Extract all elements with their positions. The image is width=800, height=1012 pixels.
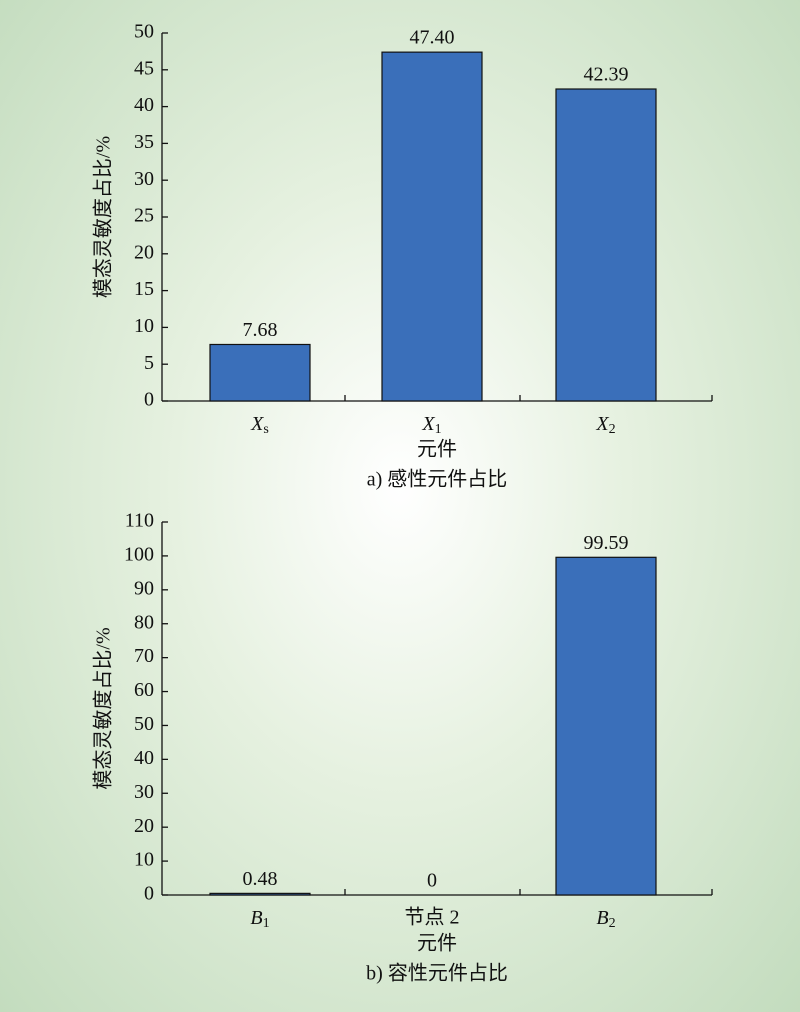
bar (555, 556, 657, 896)
x-axis-label: 元件 (417, 438, 457, 461)
y-tick-label: 100 (124, 544, 154, 566)
y-tick-label: 10 (134, 315, 154, 337)
value-label: 7.68 (243, 319, 278, 341)
x-tick-label: B1 (250, 907, 269, 932)
y-tick-label: 0 (144, 389, 154, 411)
bar (381, 51, 483, 402)
y-tick-label: 90 (134, 577, 154, 599)
x-tick-label: X1 (421, 413, 441, 438)
x-tick-label: Xs (250, 413, 269, 438)
y-tick-label: 50 (134, 21, 154, 43)
y-tick-label: 30 (134, 168, 154, 190)
y-tick-label: 15 (134, 278, 154, 300)
bar (209, 343, 311, 402)
y-tick-label: 35 (134, 131, 154, 153)
y-tick-label: 80 (134, 611, 154, 633)
x-tick-label: B2 (596, 907, 615, 932)
y-tick-label: 70 (134, 645, 154, 667)
bar (209, 892, 311, 896)
y-tick-label: 40 (134, 94, 154, 116)
y-tick-label: 50 (134, 713, 154, 735)
y-axis-label: 模态灵敏度占比/% (92, 136, 115, 298)
value-label: 47.40 (410, 27, 455, 49)
y-tick-label: 40 (134, 747, 154, 769)
chart-title: b) 容性元件占比 (366, 962, 508, 985)
value-label: 42.39 (584, 64, 629, 86)
y-axis-label: 模态灵敏度占比/% (92, 627, 115, 789)
y-tick-label: 110 (125, 510, 154, 532)
y-tick-label: 20 (134, 241, 154, 263)
y-tick-label: 60 (134, 679, 154, 701)
x-tick-label: X2 (595, 413, 615, 438)
y-tick-label: 25 (134, 205, 154, 227)
chart-title: a) 感性元件占比 (367, 468, 508, 491)
value-label: 0.48 (243, 868, 278, 890)
bar (555, 88, 657, 402)
y-tick-label: 20 (134, 815, 154, 837)
value-label: 99.59 (584, 532, 629, 554)
y-tick-label: 45 (134, 57, 154, 79)
y-tick-label: 5 (144, 352, 154, 374)
y-tick-label: 0 (144, 883, 154, 905)
x-tick-label: 节点 2 (405, 906, 460, 929)
y-tick-label: 10 (134, 849, 154, 871)
value-label: 0 (427, 870, 437, 892)
y-tick-label: 30 (134, 781, 154, 803)
x-axis-label: 元件 (417, 932, 457, 955)
